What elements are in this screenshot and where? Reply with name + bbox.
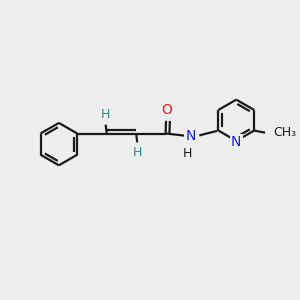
Text: CH₃: CH₃ [273, 126, 296, 140]
Text: N: N [231, 135, 242, 149]
Text: H: H [133, 146, 142, 159]
Text: H: H [100, 108, 110, 121]
Text: O: O [161, 103, 172, 117]
Text: N: N [185, 130, 196, 143]
Text: H: H [183, 147, 192, 160]
